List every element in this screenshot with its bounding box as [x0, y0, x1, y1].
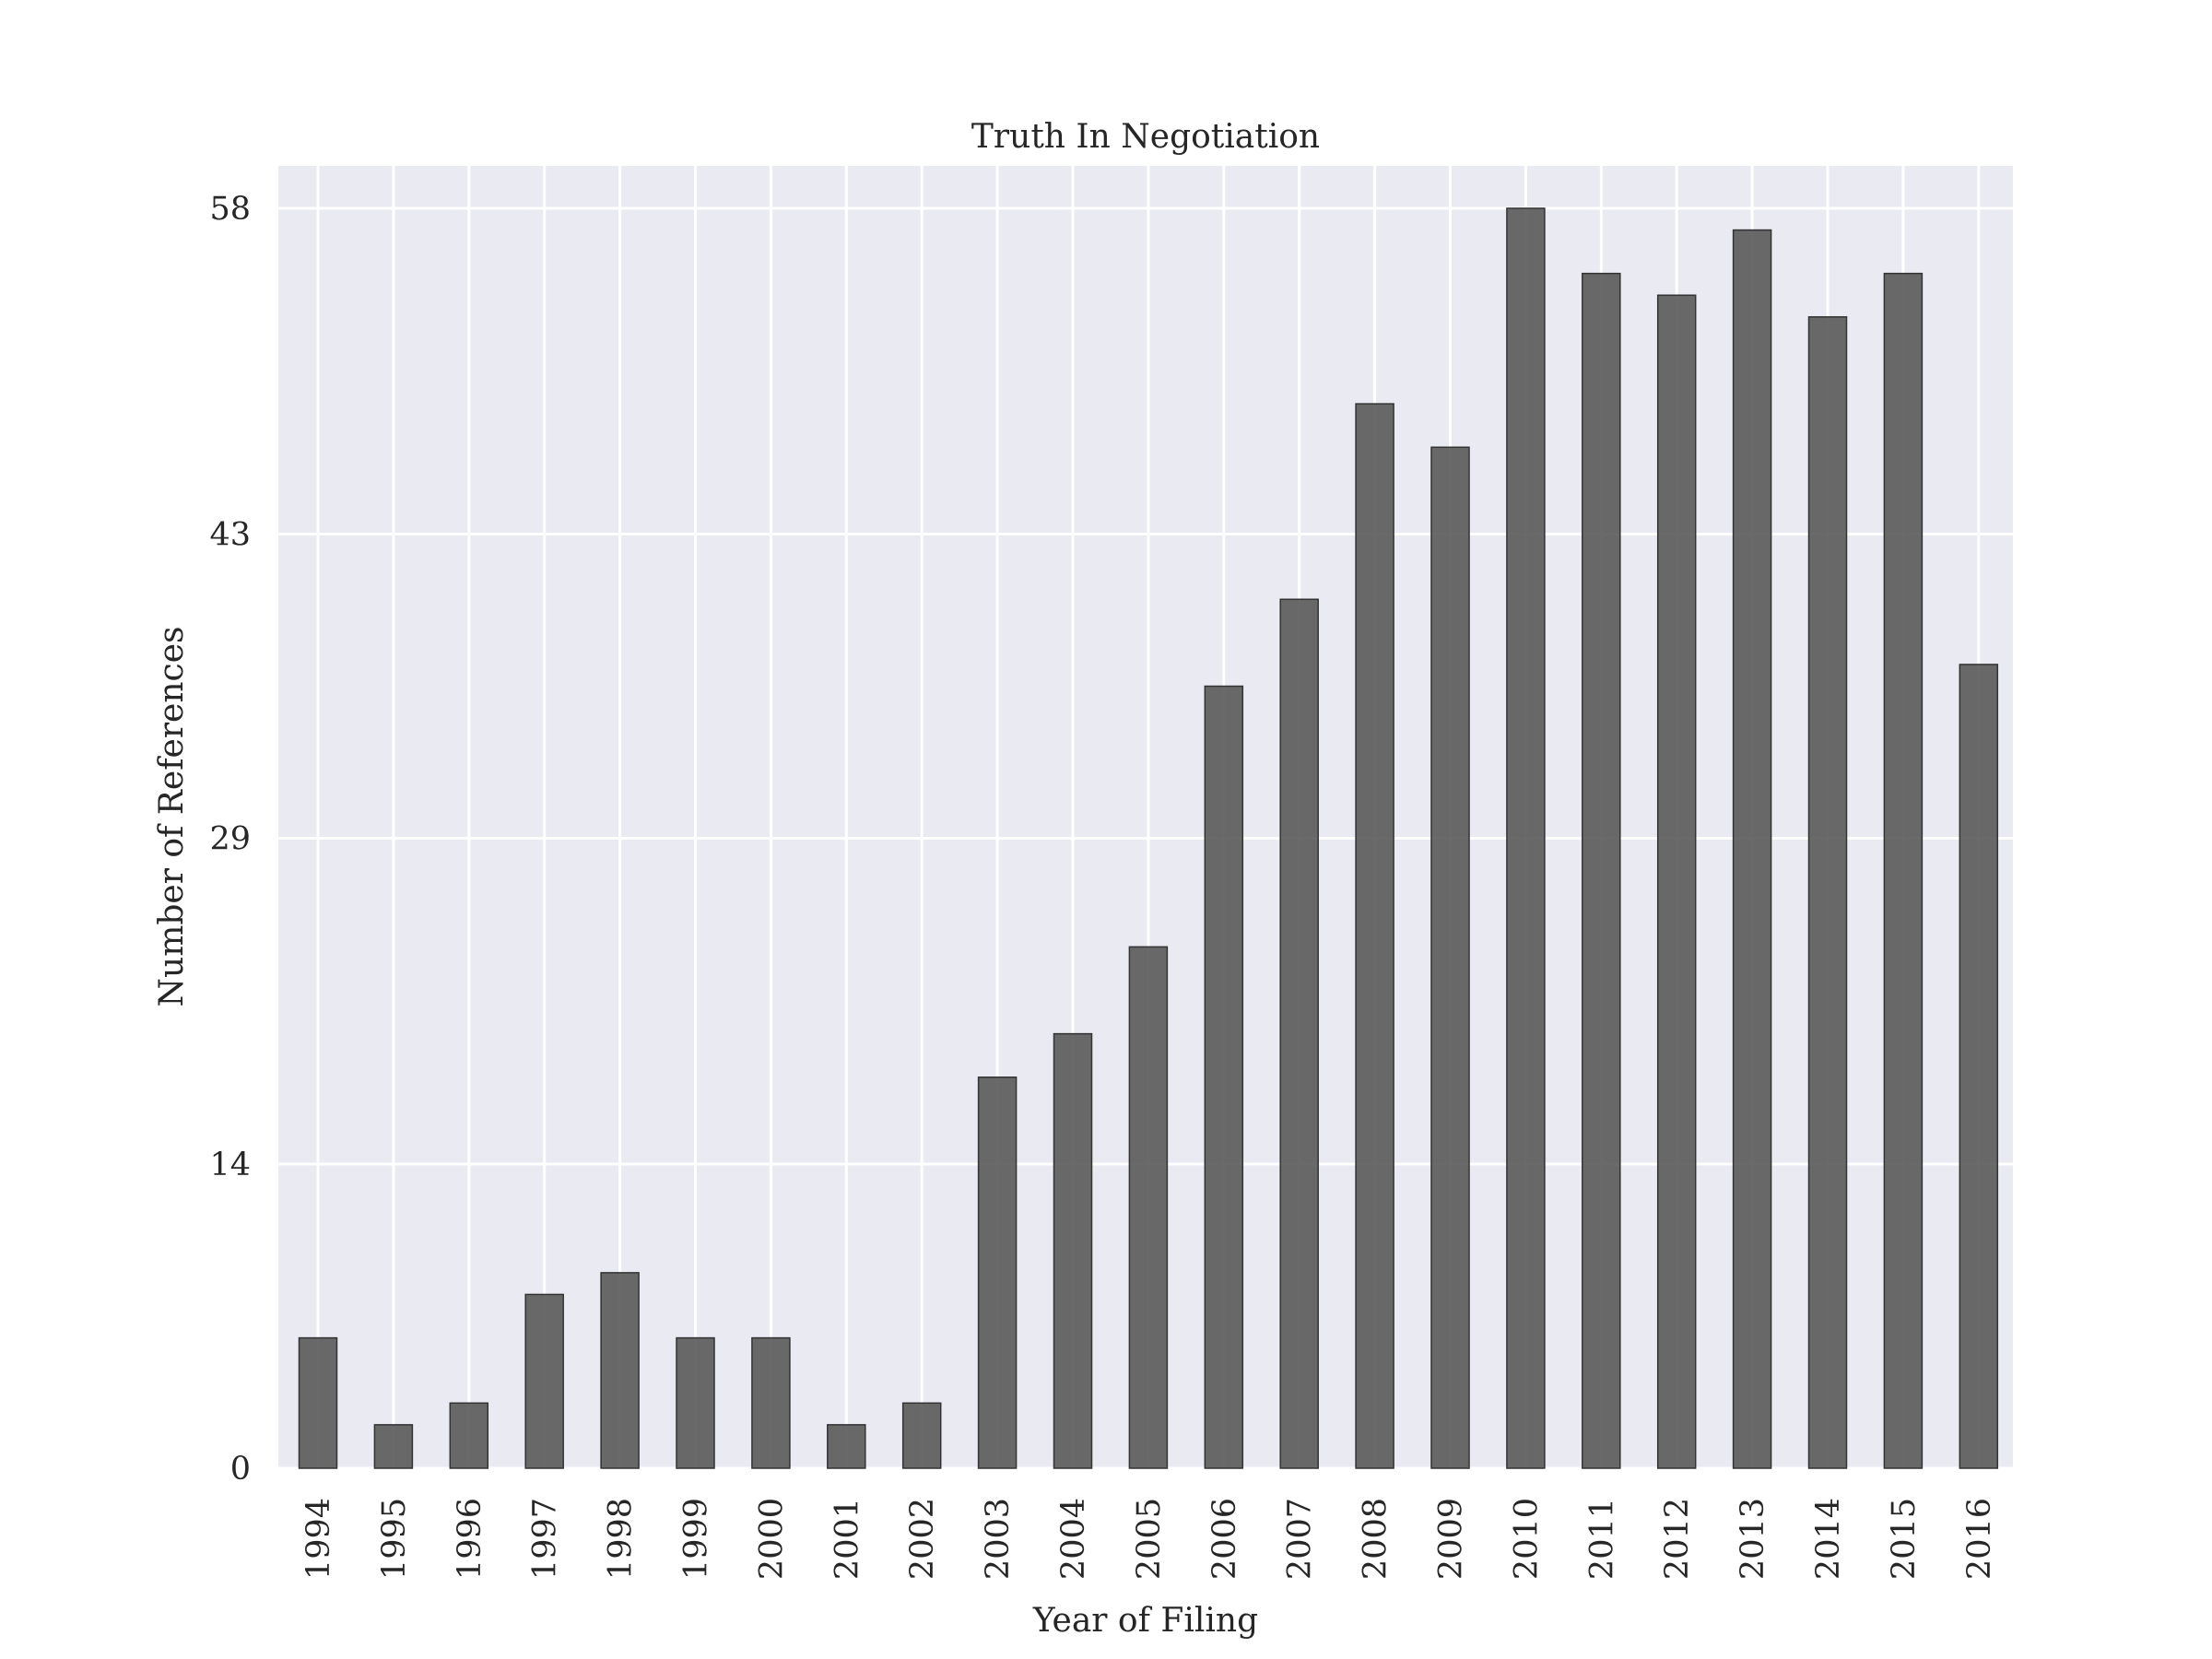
- bar-2014: [1807, 316, 1848, 1469]
- x-tick-label-2001: 2001: [829, 1498, 865, 1580]
- y-tick-label-0: 0: [230, 1451, 251, 1488]
- y-tick-label-58: 58: [209, 191, 251, 228]
- x-tick-label-2005: 2005: [1131, 1498, 1168, 1580]
- bar-2008: [1355, 403, 1394, 1469]
- y-axis-label: Number of References: [153, 627, 191, 1007]
- x-tick-label-1996: 1996: [452, 1498, 488, 1580]
- x-tick-label-2014: 2014: [1810, 1498, 1847, 1580]
- bar-layer: [298, 207, 1999, 1469]
- bar-2007: [1279, 598, 1319, 1469]
- x-tick-label-2000: 2000: [753, 1498, 790, 1580]
- y-tick-label-29: 29: [209, 821, 251, 858]
- x-tick-label-1998: 1998: [603, 1498, 640, 1580]
- bar-1995: [373, 1424, 414, 1469]
- x-tick-label-2007: 2007: [1282, 1498, 1319, 1580]
- chart-title: Truth In Negotiation: [971, 118, 1320, 156]
- x-tick-label-2003: 2003: [980, 1498, 1017, 1580]
- bar-2009: [1430, 446, 1470, 1469]
- x-tick-label-1997: 1997: [527, 1498, 564, 1580]
- x-tick-label-1995: 1995: [376, 1498, 413, 1580]
- x-tick-label-2002: 2002: [904, 1498, 941, 1580]
- x-tick-label-2010: 2010: [1508, 1498, 1545, 1580]
- bar-2004: [1053, 1032, 1093, 1469]
- bar-2015: [1883, 272, 1924, 1469]
- x-tick-label-1999: 1999: [678, 1498, 715, 1580]
- bar-1998: [600, 1272, 640, 1469]
- bar-2010: [1506, 207, 1546, 1469]
- bar-1997: [524, 1293, 564, 1469]
- bar-2002: [901, 1402, 942, 1469]
- bar-1994: [298, 1336, 338, 1469]
- bar-2013: [1732, 229, 1772, 1469]
- y-tick-labels: 0 14 29 43 58: [209, 191, 251, 1488]
- bar-2005: [1128, 946, 1169, 1469]
- bar-2006: [1204, 685, 1244, 1469]
- x-tick-label-2004: 2004: [1055, 1498, 1092, 1580]
- x-tick-label-2012: 2012: [1659, 1498, 1696, 1580]
- bar-2012: [1656, 294, 1697, 1469]
- x-tick-label-1994: 1994: [300, 1498, 337, 1580]
- x-axis-label: Year of Filing: [1032, 1602, 1258, 1640]
- bar-2000: [751, 1336, 791, 1469]
- x-tick-label-2008: 2008: [1358, 1498, 1394, 1580]
- bar-2011: [1582, 272, 1621, 1469]
- x-tick-label-2011: 2011: [1583, 1498, 1620, 1580]
- x-tick-label-2009: 2009: [1433, 1498, 1470, 1580]
- x-tick-label-2015: 2015: [1886, 1498, 1923, 1580]
- x-tick-label-2006: 2006: [1206, 1498, 1243, 1580]
- x-tick-label-2013: 2013: [1735, 1498, 1771, 1580]
- bar-1996: [449, 1402, 489, 1469]
- x-tick-label-2016: 2016: [1961, 1498, 1998, 1580]
- bar-2001: [827, 1424, 866, 1469]
- y-tick-label-43: 43: [209, 517, 251, 554]
- bar-2003: [977, 1077, 1018, 1469]
- bar-1999: [676, 1336, 715, 1469]
- y-tick-label-14: 14: [209, 1147, 251, 1183]
- bar-2016: [1959, 664, 1999, 1469]
- x-tick-labels: 1994 1995 1996 1997 1998 1999 2000 2001 2002 2003…: [300, 1498, 1998, 1580]
